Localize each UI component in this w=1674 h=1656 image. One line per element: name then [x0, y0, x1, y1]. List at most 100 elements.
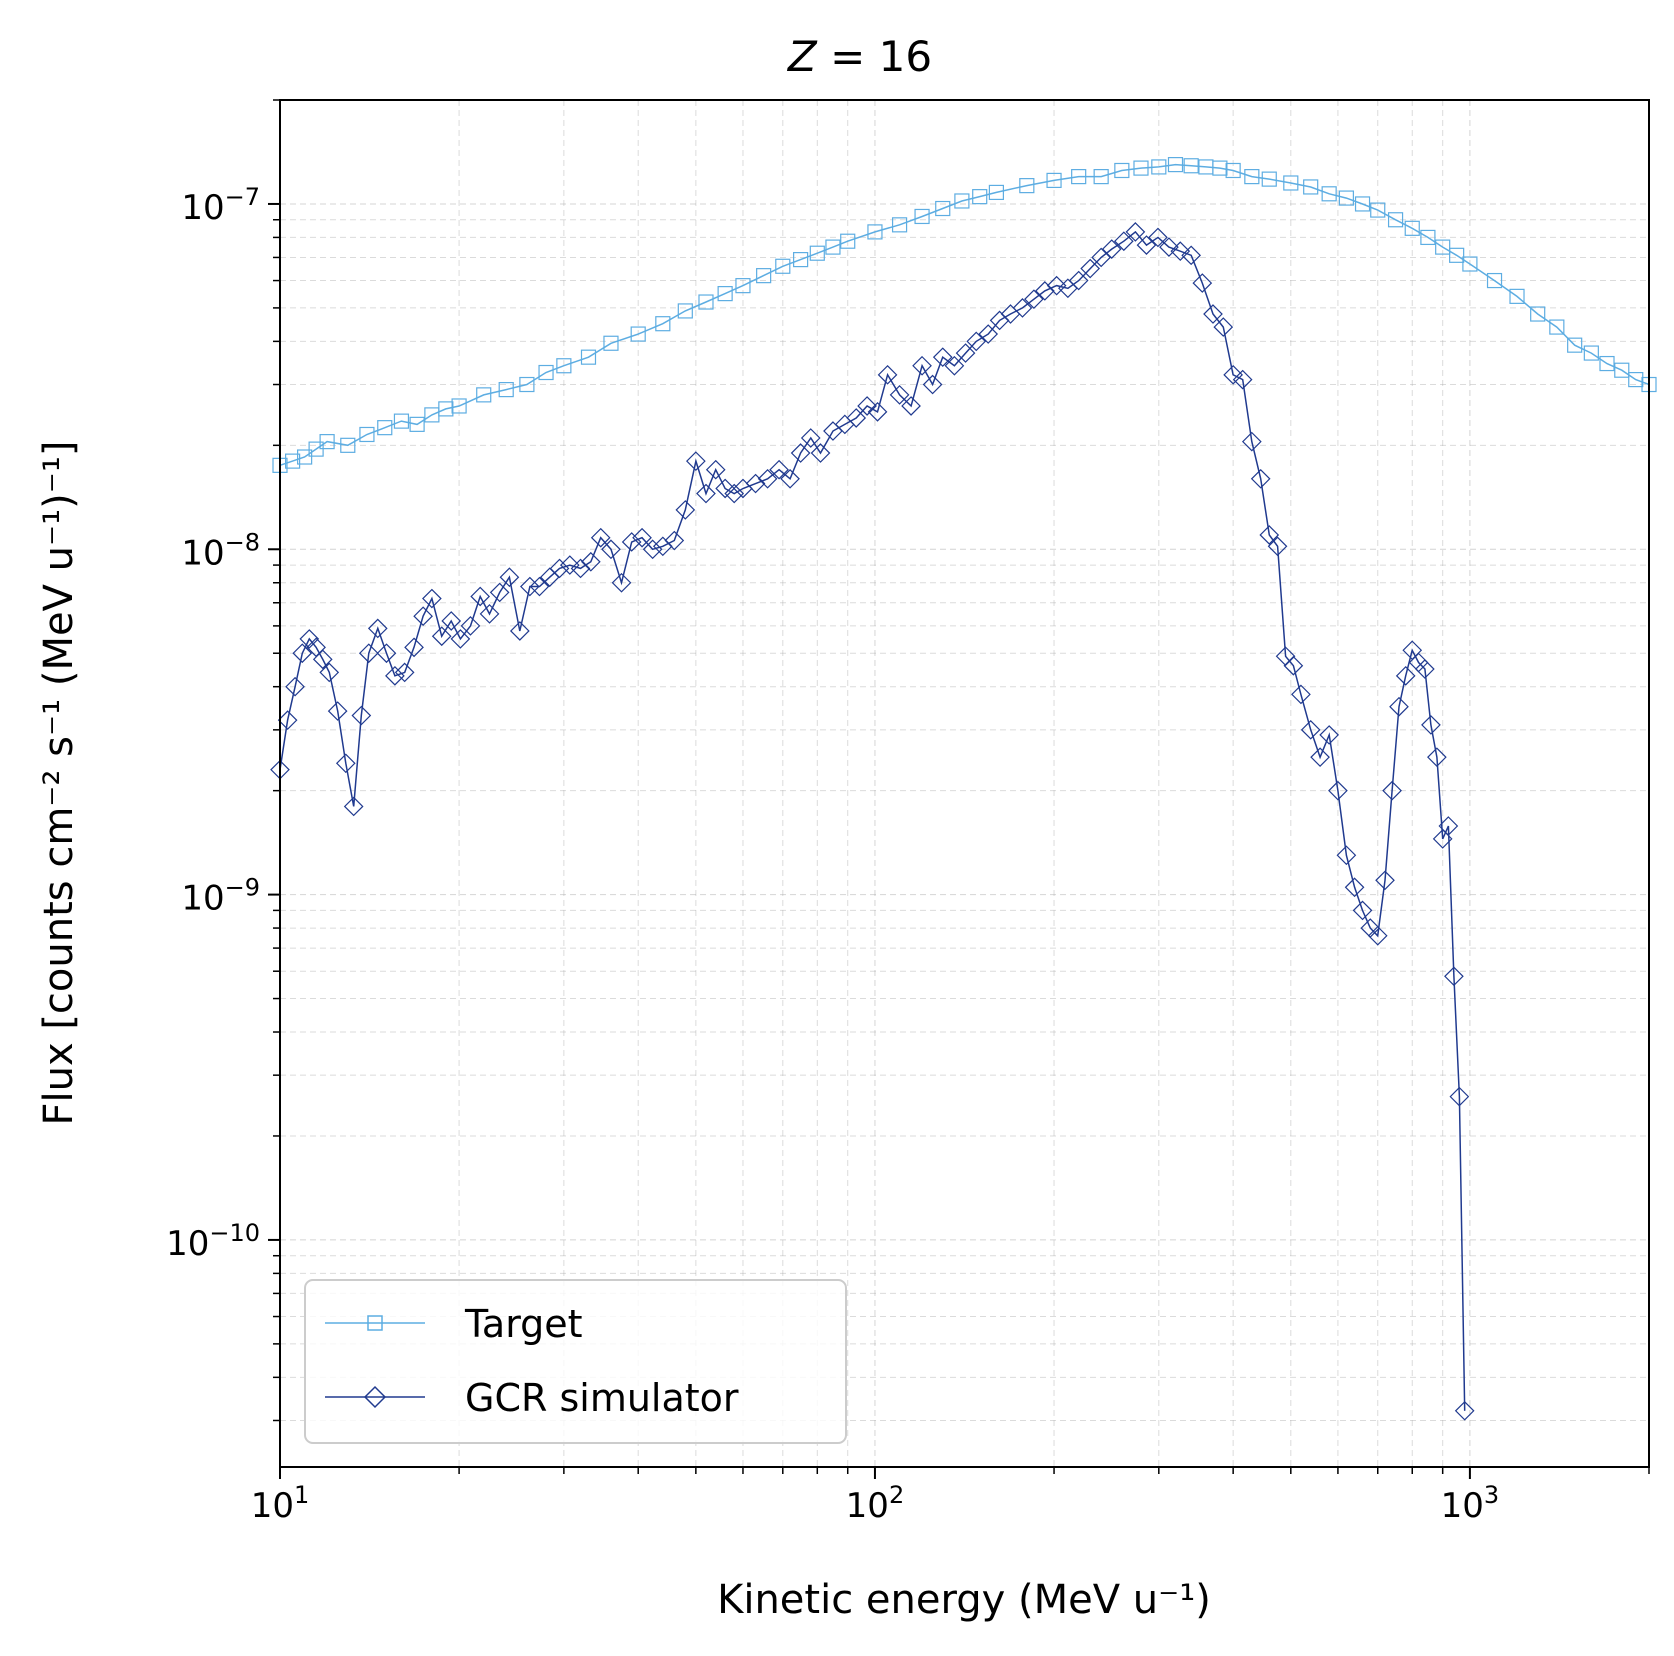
data-point-target — [319, 434, 335, 450]
data-point-gcr-simulator — [1223, 364, 1243, 385]
data-point-target — [476, 387, 492, 403]
data-point-gcr-simulator — [1232, 369, 1253, 390]
data-point-target — [1486, 272, 1503, 289]
data-point-gcr-simulator — [520, 576, 540, 597]
data-point-target — [1387, 212, 1404, 228]
data-point-gcr-simulator — [1170, 241, 1191, 261]
data-point-gcr-simulator — [1310, 747, 1330, 768]
data-point-gcr-simulator — [1181, 245, 1202, 266]
data-point-target — [1244, 169, 1260, 185]
data-point-gcr-simulator — [889, 385, 910, 405]
data-point-target — [393, 413, 410, 429]
data-point-gcr-simulator — [846, 408, 867, 428]
data-point-gcr-simulator — [549, 558, 570, 579]
data-point-gcr-simulator — [810, 443, 831, 463]
data-point-target — [580, 349, 597, 365]
data-point-gcr-simulator — [431, 626, 452, 647]
data-point-gcr-simulator — [1024, 289, 1044, 310]
series-line-target — [279, 163, 1650, 467]
data-point-gcr-simulator — [1125, 222, 1146, 242]
data-point-gcr-simulator — [715, 478, 735, 499]
data-point-gcr-simulator — [1367, 925, 1388, 946]
data-point-gcr-simulator — [489, 582, 510, 603]
data-point-gcr-simulator — [601, 539, 621, 560]
y-tick-label: 10−8 — [181, 528, 260, 573]
data-point-gcr-simulator — [1352, 900, 1373, 921]
data-point-target — [717, 286, 733, 302]
data-point-gcr-simulator — [978, 324, 999, 344]
data-point-target — [1114, 162, 1130, 179]
data-point-gcr-simulator — [1395, 665, 1416, 686]
data-point-gcr-simulator — [422, 588, 442, 609]
data-point-gcr-simulator — [1080, 258, 1101, 279]
data-point-gcr-simulator — [790, 443, 811, 463]
data-point-gcr-simulator — [1382, 780, 1402, 801]
data-point-gcr-simulator — [922, 374, 943, 395]
data-point-target — [1549, 319, 1565, 335]
data-point-gcr-simulator — [343, 796, 364, 817]
data-point-gcr-simulator — [769, 459, 789, 480]
data-point-gcr-simulator — [285, 676, 305, 697]
data-point-target — [1283, 175, 1299, 191]
data-point-gcr-simulator — [376, 643, 397, 664]
data-point-gcr-simulator — [867, 402, 888, 422]
data-point-target — [793, 252, 809, 268]
data-point-target — [1628, 371, 1644, 388]
data-point-gcr-simulator — [877, 364, 898, 385]
data-point-target — [1321, 186, 1337, 202]
data-point-gcr-simulator — [570, 558, 591, 579]
data-point-target — [1093, 169, 1109, 185]
data-point-target — [1046, 172, 1062, 189]
data-point-gcr-simulator — [1203, 304, 1223, 324]
data-point-target — [1183, 158, 1199, 174]
data-point-target — [1567, 337, 1583, 353]
data-point-target — [1370, 202, 1386, 218]
data-point-gcr-simulator — [450, 629, 471, 649]
data-point-target — [1404, 220, 1420, 236]
series-line-gcr-simulator — [279, 230, 1466, 1411]
data-point-target — [1019, 178, 1035, 194]
data-point-gcr-simulator — [780, 468, 800, 489]
data-point-target — [1435, 239, 1451, 255]
data-point-gcr-simulator — [499, 567, 520, 588]
data-point-target — [377, 420, 393, 436]
data-point-target — [285, 453, 301, 469]
data-point-gcr-simulator — [312, 649, 333, 670]
data-point-gcr-simulator — [327, 701, 348, 721]
data-point-gcr-simulator — [394, 662, 415, 683]
legend-label-target: Target — [464, 1302, 583, 1346]
data-point-gcr-simulator — [1454, 1400, 1475, 1421]
legend-marker-target — [367, 1315, 383, 1331]
data-point-gcr-simulator — [1259, 525, 1280, 545]
data-point-gcr-simulator — [277, 710, 298, 731]
data-point-target — [972, 189, 988, 205]
grid — [279, 99, 1650, 1467]
data-point-gcr-simulator — [1046, 275, 1067, 296]
data-point-target — [1509, 288, 1525, 304]
legend-marker-gcr — [363, 1385, 387, 1409]
x-tick-label: 103 — [1441, 1481, 1500, 1526]
data-point-target — [1225, 162, 1241, 179]
data-point-gcr-simulator — [1375, 870, 1395, 891]
data-point-target — [1338, 190, 1354, 206]
data-point-gcr-simulator — [1101, 239, 1122, 259]
data-point-gcr-simulator — [696, 483, 716, 504]
data-point-gcr-simulator — [292, 643, 313, 664]
data-point-target — [775, 258, 791, 274]
data-point-target — [677, 303, 693, 319]
y-axis-label: Flux [counts cm⁻² s⁻¹ (MeV u⁻¹)⁻¹] — [36, 440, 82, 1125]
data-point-gcr-simulator — [460, 616, 481, 636]
data-point-gcr-simulator — [675, 500, 696, 520]
data-point-gcr-simulator — [1241, 431, 1262, 452]
data-point-target — [409, 416, 425, 432]
data-point-gcr-simulator — [404, 637, 424, 658]
data-point-gcr-simulator — [529, 576, 550, 597]
data-point-target — [756, 268, 772, 284]
data-point-gcr-simulator — [611, 572, 632, 593]
data-point-gcr-simulator — [1336, 845, 1357, 866]
x-tick-label: 102 — [846, 1481, 905, 1526]
data-point-target — [655, 316, 671, 332]
data-point-target — [1261, 171, 1277, 187]
data-point-target — [1212, 160, 1228, 176]
